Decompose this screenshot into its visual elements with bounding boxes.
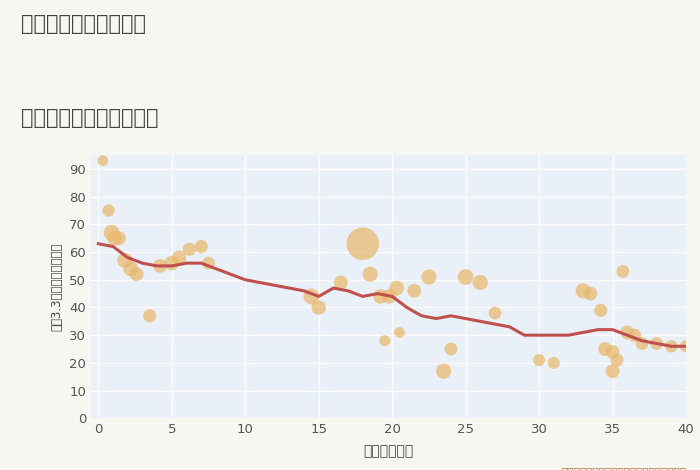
Point bbox=[394, 329, 405, 336]
Point bbox=[607, 368, 618, 375]
Point bbox=[97, 157, 108, 164]
Point bbox=[548, 359, 559, 367]
Point bbox=[680, 343, 692, 350]
Point bbox=[131, 270, 142, 278]
Text: 円の大きさは、取引のあった物件面積を示す: 円の大きさは、取引のあった物件面積を示す bbox=[561, 466, 686, 470]
Point bbox=[607, 348, 618, 356]
Point bbox=[651, 340, 662, 347]
Point bbox=[306, 293, 317, 300]
Point bbox=[184, 245, 195, 253]
Point bbox=[409, 287, 420, 295]
Text: 築年数別中古戸建て価格: 築年数別中古戸建て価格 bbox=[21, 108, 158, 128]
Text: 千葉県四街道市栗山の: 千葉県四街道市栗山の bbox=[21, 14, 146, 34]
Point bbox=[489, 309, 500, 317]
Point bbox=[335, 279, 346, 286]
Point bbox=[600, 345, 611, 353]
Point bbox=[391, 284, 402, 292]
Point bbox=[384, 293, 395, 300]
Point bbox=[195, 243, 206, 251]
Point bbox=[424, 273, 435, 281]
Point bbox=[203, 259, 214, 267]
Point bbox=[578, 287, 589, 295]
Point bbox=[155, 262, 166, 270]
Point bbox=[617, 268, 629, 275]
Point bbox=[109, 235, 120, 242]
Point bbox=[106, 229, 117, 236]
Point bbox=[166, 259, 177, 267]
Point bbox=[125, 265, 136, 273]
Point bbox=[533, 356, 545, 364]
Point bbox=[438, 368, 449, 375]
Point bbox=[113, 235, 125, 242]
Point bbox=[445, 345, 456, 353]
Point bbox=[357, 240, 368, 248]
Point bbox=[636, 340, 648, 347]
Point bbox=[460, 273, 471, 281]
Point bbox=[595, 306, 606, 314]
Point bbox=[144, 312, 155, 320]
Point bbox=[622, 329, 633, 336]
Point bbox=[379, 337, 391, 345]
Point bbox=[174, 254, 185, 261]
Point bbox=[374, 293, 386, 300]
Point bbox=[103, 207, 114, 214]
Point bbox=[585, 290, 596, 298]
Point bbox=[365, 270, 376, 278]
Point bbox=[611, 356, 622, 364]
Point bbox=[629, 331, 641, 339]
Point bbox=[313, 304, 324, 311]
Y-axis label: 坪（3.3㎡）単価（万円）: 坪（3.3㎡）単価（万円） bbox=[50, 243, 64, 331]
Point bbox=[475, 279, 486, 286]
Point bbox=[119, 257, 130, 264]
X-axis label: 築年数（年）: 築年数（年） bbox=[363, 445, 414, 459]
Point bbox=[666, 343, 677, 350]
